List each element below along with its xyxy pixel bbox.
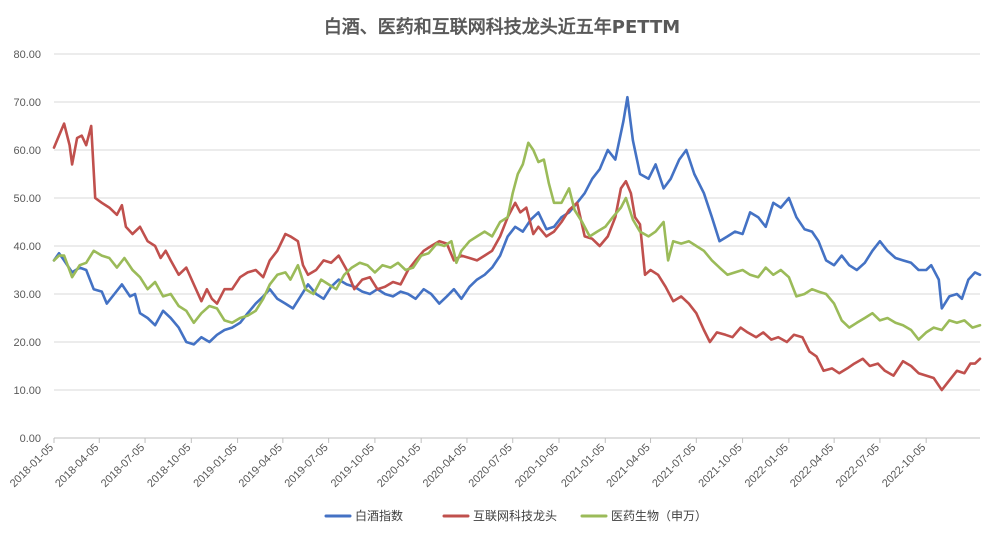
y-tick-label: 70.00: [13, 97, 41, 109]
series-line-3: [52, 141, 982, 341]
y-tick-label: 10.00: [13, 385, 41, 397]
legend: 白酒指数 互联网科技龙头 医药生物（申万）: [324, 508, 707, 523]
chart-title: 白酒、医药和互联网科技龙头近五年PETTM: [324, 16, 680, 38]
legend-label: 白酒指数: [355, 508, 403, 523]
y-tick-label: 80.00: [13, 49, 41, 61]
series-lines: [52, 95, 982, 392]
y-tick-label: 30.00: [13, 289, 41, 301]
y-tick-label: 40.00: [13, 241, 41, 253]
y-axis: 0.00 10.00 20.00 30.00 40.00 50.00 60.00 70.00 8…: [13, 49, 41, 445]
legend-label: 互联网科技龙头: [473, 509, 557, 523]
y-tick-label: 20.00: [13, 337, 41, 349]
y-tick-label: 60.00: [13, 145, 41, 157]
y-tick-label: 50.00: [13, 193, 41, 205]
series-line-1: [52, 95, 982, 346]
legend-label: 医药生物（申万）: [611, 509, 707, 523]
y-tick-label: 0.00: [20, 433, 41, 445]
series-line-2: [52, 122, 982, 392]
